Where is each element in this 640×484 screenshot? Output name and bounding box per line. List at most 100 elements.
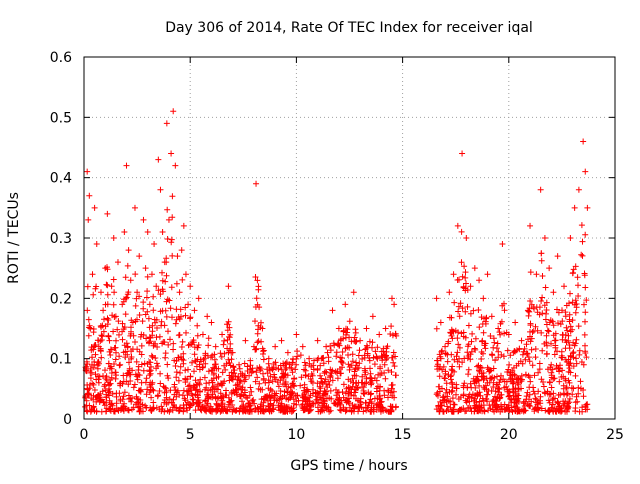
data-point (512, 319, 519, 326)
chart-title: Day 306 of 2014, Rate Of TEC Index for r… (165, 20, 533, 36)
data-point (191, 307, 198, 314)
data-point (82, 403, 89, 410)
data-point (170, 108, 177, 115)
data-point (180, 222, 187, 229)
data-point (106, 337, 113, 344)
x-tick-label: 20 (500, 427, 518, 443)
data-point (580, 138, 587, 145)
data-point (155, 156, 162, 163)
data-point (575, 186, 582, 193)
data-point (463, 235, 470, 241)
data-point (168, 150, 175, 157)
y-tick-label: 0.3 (50, 231, 72, 247)
data-point (85, 216, 92, 223)
data-point (357, 337, 364, 344)
data-point (176, 289, 183, 296)
data-point (95, 343, 102, 350)
data-point (567, 235, 574, 241)
data-point (151, 241, 158, 248)
data-point (86, 192, 93, 199)
data-point (84, 168, 91, 175)
data-point (146, 301, 153, 308)
y-tick-label: 0 (63, 412, 72, 428)
data-point (584, 204, 591, 211)
data-point (174, 253, 181, 260)
data-point (323, 343, 330, 350)
data-point (110, 235, 117, 241)
data-point (454, 222, 461, 229)
data-point (114, 259, 121, 266)
data-point (142, 265, 149, 272)
data-point (117, 361, 124, 368)
data-point (253, 180, 260, 187)
data-point (388, 295, 395, 302)
data-point (199, 331, 206, 338)
data-point (112, 313, 119, 320)
data-point (499, 241, 506, 248)
data-point (537, 186, 544, 193)
x-tick-label: 10 (287, 427, 305, 443)
data-point (265, 355, 272, 362)
data-point (93, 241, 100, 248)
data-point (518, 337, 525, 344)
data-point (433, 295, 440, 302)
data-point (121, 228, 128, 235)
data-point (100, 307, 107, 314)
data-point (195, 295, 202, 302)
y-tick-label: 0.6 (50, 50, 72, 66)
y-axis-label: ROTI / TECUs (6, 192, 22, 284)
data-point (140, 216, 147, 223)
data-point (236, 361, 243, 368)
data-point (476, 277, 483, 284)
data-point (134, 289, 141, 296)
data-point (541, 235, 548, 241)
data-point (314, 337, 321, 344)
data-point (442, 343, 449, 350)
data-point (582, 168, 589, 175)
data-point (148, 271, 155, 278)
data-point (165, 216, 172, 223)
axis-ticks: 0 5 10 15 20 25 0 0.1 0.2 0.3 0.4 0.5 0.6 (50, 50, 624, 443)
data-point (272, 343, 279, 350)
data-point (335, 325, 342, 332)
data-point (446, 289, 453, 296)
data-point (242, 337, 249, 344)
x-tick-label: 0 (80, 427, 89, 443)
data-point (102, 265, 109, 272)
data-point (306, 355, 313, 362)
data-point (550, 289, 557, 296)
data-point (571, 204, 578, 211)
x-axis-label: GPS time / hours (290, 458, 407, 474)
y-tick-label: 0.5 (50, 110, 72, 126)
data-point (450, 271, 457, 278)
data-point (153, 283, 160, 290)
data-point (259, 325, 266, 332)
y-tick-label: 0.4 (50, 171, 72, 187)
data-point (527, 222, 534, 229)
data-point (159, 228, 166, 235)
x-tick-label: 25 (606, 427, 624, 443)
data-point (108, 283, 115, 290)
data-point (119, 301, 126, 308)
data-point (229, 349, 236, 356)
data-point (342, 301, 349, 308)
data-point (187, 283, 194, 290)
data-point (369, 313, 376, 320)
data-point (161, 259, 168, 266)
data-point (157, 186, 164, 193)
data-point (329, 307, 336, 314)
data-point (127, 277, 134, 284)
data-point (136, 253, 143, 260)
data-point (284, 349, 291, 356)
data-point (219, 331, 226, 338)
data-point (376, 331, 383, 338)
data-point (144, 228, 151, 235)
data-point (391, 301, 398, 308)
data-point (125, 247, 132, 254)
data-point (505, 331, 512, 338)
data-point (467, 283, 474, 290)
data-point (524, 307, 531, 314)
data-point (437, 319, 444, 326)
data-point (208, 319, 215, 326)
